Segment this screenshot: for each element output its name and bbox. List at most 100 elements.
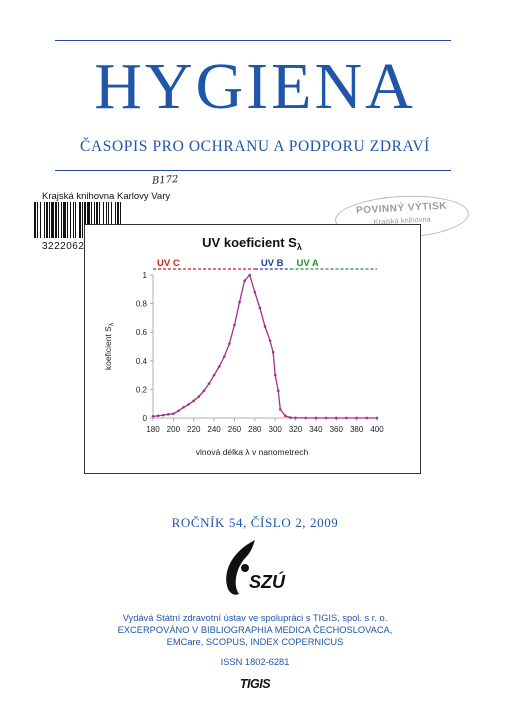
barcode-bar	[44, 202, 45, 238]
x-tick-label: 340	[309, 425, 323, 434]
series-point	[177, 409, 180, 413]
x-tick-label: 260	[228, 425, 242, 434]
series-point	[276, 389, 280, 393]
series-point	[314, 416, 318, 420]
band-label-2: UV A	[296, 258, 318, 269]
barcode-bar	[96, 202, 98, 238]
series-point	[365, 416, 369, 420]
barcode-bar	[46, 202, 48, 238]
series-point	[263, 325, 267, 328]
series-point	[202, 389, 206, 393]
series-point	[192, 399, 196, 403]
series-point	[273, 373, 277, 377]
barcode-bar	[99, 202, 100, 238]
handwritten-note: B172	[151, 174, 179, 187]
barcode-bar	[55, 202, 57, 238]
y-tick-label: 0.4	[136, 357, 148, 366]
barcode-bar	[120, 202, 121, 238]
y-tick-label: 0	[143, 414, 148, 423]
series-point	[294, 416, 297, 420]
x-tick-label: 280	[248, 425, 262, 434]
series-point	[212, 373, 216, 377]
series-point	[197, 395, 201, 398]
series-point	[375, 416, 379, 420]
szu-logo: SZÚ	[226, 540, 286, 595]
series-point	[278, 408, 282, 411]
barcode-bar	[70, 202, 71, 238]
uv-chart: UV koeficient Sλ UV C UV B UV A 0 0.2 0.4 0.6 0.…	[84, 224, 421, 474]
barcode-bar	[82, 202, 83, 238]
y-tick-label: 1	[143, 271, 148, 280]
series-point	[217, 365, 221, 368]
barcode-bar	[34, 202, 36, 238]
barcode-bar	[61, 202, 62, 238]
y-tick-label: 0.8	[136, 300, 148, 309]
series-point	[304, 416, 308, 420]
barcode-bar	[51, 202, 54, 238]
series-point	[253, 290, 257, 294]
x-tick-label: 300	[269, 425, 283, 434]
x-tick-label: 200	[167, 425, 181, 434]
series-point	[151, 414, 155, 418]
band-label-1: UV B	[261, 258, 284, 269]
series-point	[238, 300, 241, 304]
volume-issue: ROČNÍK 54, ČÍSLO 2, 2009	[171, 515, 339, 530]
series-point	[228, 342, 231, 345]
series-point	[324, 416, 328, 420]
subtitle-rule	[55, 170, 451, 171]
barcode-bar	[106, 202, 107, 238]
chart-title: UV koeficient Sλ	[202, 235, 302, 252]
series-point	[161, 413, 165, 417]
journal-title: HYGIENA	[94, 50, 416, 123]
publisher-line-2: EXCERPOVÁNO V BIBLIOGRAPHIA MEDICA ČECHO…	[117, 625, 393, 635]
series-point	[268, 339, 272, 343]
band-label-0: UV C	[157, 258, 180, 269]
publisher-line-3: EMCare, SCOPUS, INDEX COPERNICUS	[166, 637, 344, 647]
top-rule	[55, 40, 451, 41]
barcode-bar	[117, 202, 119, 238]
barcode-bar	[91, 202, 92, 238]
issn: ISSN 1802-6281	[220, 657, 290, 667]
barcode-bar	[111, 202, 112, 238]
x-tick-label: 380	[350, 425, 364, 434]
journal-subtitle: ČASOPIS PRO OCHRANU A PODPORU ZDRAVÍ	[80, 138, 430, 155]
barcode-bar	[67, 202, 68, 238]
series-line-0	[152, 273, 377, 419]
series-point	[258, 306, 262, 310]
series-point	[345, 416, 348, 420]
series-point	[355, 416, 358, 420]
uv-chart-svg: UV koeficient Sλ UV C UV B UV A 0 0.2 0.4 0.6 0.…	[103, 235, 384, 457]
szu-dot-icon	[241, 564, 249, 572]
series-point	[334, 416, 338, 420]
barcode-bar	[115, 202, 116, 238]
series-point	[182, 405, 185, 409]
barcode-bar	[40, 202, 41, 238]
barcode-bar	[94, 202, 95, 238]
series-point	[207, 382, 211, 385]
barcode-bar	[87, 202, 90, 238]
barcode-number: 322206287853	[42, 241, 115, 252]
barcode-bar	[37, 202, 38, 238]
barcode-bar	[79, 202, 81, 238]
barcode-bar	[63, 202, 66, 238]
library-label: Krajská knihovna Karlovy Vary	[42, 191, 171, 202]
szu-logo-text: SZÚ	[249, 571, 286, 592]
x-tick-label: 240	[207, 425, 221, 434]
publisher-line-1: Vydává Státní zdravotní ústav ve spolupr…	[122, 613, 388, 623]
barcode-bar	[49, 202, 50, 238]
series-point	[248, 273, 252, 277]
y-tick-label: 0.2	[136, 385, 148, 394]
series-point	[166, 412, 170, 416]
szu-leaf-icon	[226, 540, 255, 595]
series-point	[243, 279, 246, 283]
x-axis-label: vlnová délka λ v nanometrech	[196, 447, 309, 457]
barcode-bar	[103, 202, 104, 238]
publisher-info: Vydává Státní zdravotní ústav ve spolupr…	[0, 612, 510, 648]
series-point	[233, 323, 236, 327]
barcode-bar	[84, 202, 86, 238]
x-tick-label: 400	[370, 425, 384, 434]
series-point	[156, 414, 160, 418]
series-point	[284, 414, 287, 418]
x-tick-label: 180	[146, 425, 160, 434]
series-point	[222, 355, 226, 358]
